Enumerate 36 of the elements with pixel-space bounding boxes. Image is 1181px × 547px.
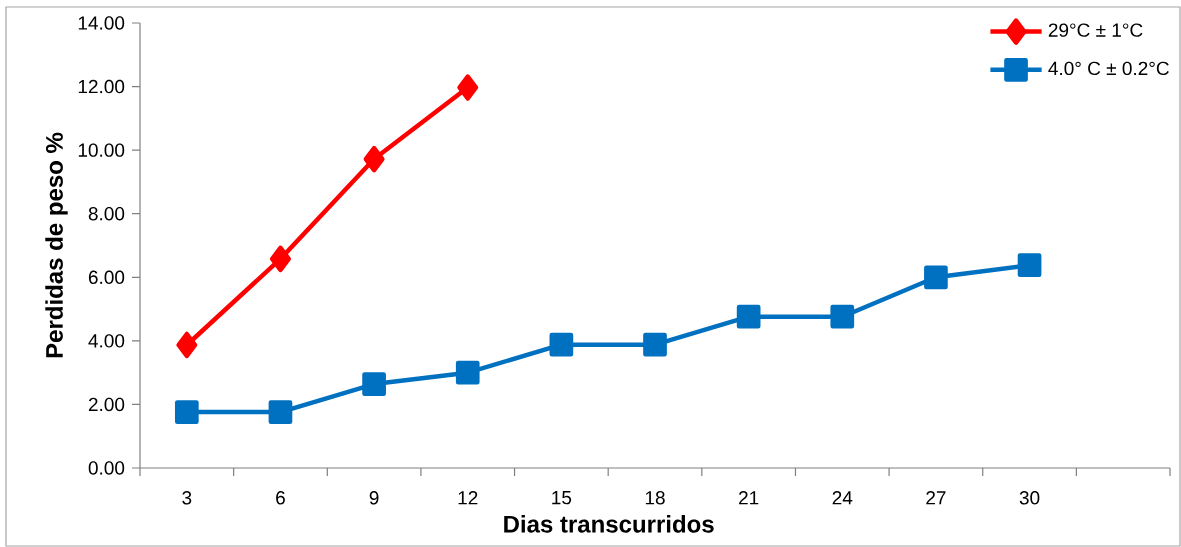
point bbox=[1017, 253, 1042, 278]
x-tick-label: 3 bbox=[182, 491, 192, 505]
x-tick-label: 21 bbox=[739, 491, 759, 505]
x-tick-label: 12 bbox=[458, 491, 478, 505]
y-tick-label: 12.00 bbox=[78, 79, 125, 94]
x-tick-label: 15 bbox=[552, 491, 572, 505]
x-tick-label: 18 bbox=[645, 491, 665, 505]
point bbox=[457, 74, 479, 101]
y-tick-label: 14.00 bbox=[78, 16, 125, 30]
x-tick-label: 30 bbox=[1019, 491, 1040, 505]
point bbox=[924, 265, 948, 290]
legend-label: 29°C ± 1°C bbox=[1048, 23, 1143, 37]
point bbox=[268, 400, 293, 424]
x-tick-label: 6 bbox=[276, 491, 285, 505]
x-tick-label: 24 bbox=[832, 491, 853, 505]
point bbox=[643, 332, 667, 357]
point bbox=[830, 304, 855, 329]
y-tick-label: 2.00 bbox=[88, 397, 125, 412]
y-tick-label: 4.00 bbox=[88, 334, 125, 348]
point bbox=[736, 304, 761, 329]
point bbox=[174, 400, 199, 424]
point bbox=[176, 331, 198, 359]
y-tick-label: 8.00 bbox=[88, 206, 125, 221]
x-tick-label: 27 bbox=[926, 491, 946, 505]
point bbox=[269, 245, 291, 273]
x-tick-label: 9 bbox=[369, 491, 379, 505]
point bbox=[455, 360, 480, 385]
y-axis-title: Perdidas de peso % bbox=[45, 132, 68, 358]
y-tick-label: 10.00 bbox=[78, 143, 125, 157]
y-tick-label: 6.00 bbox=[88, 270, 125, 285]
y-tick-label: 0.00 bbox=[88, 461, 125, 475]
x-axis-title: Dias transcurridos bbox=[504, 515, 714, 533]
legend-label: 4.0° C ± 0.2°C bbox=[1048, 61, 1169, 76]
point bbox=[362, 372, 386, 396]
point bbox=[549, 332, 574, 357]
point bbox=[363, 145, 385, 173]
